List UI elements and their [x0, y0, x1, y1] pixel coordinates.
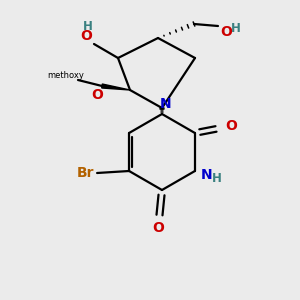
Text: O: O [80, 29, 92, 43]
Text: O: O [152, 221, 164, 235]
Text: O: O [91, 88, 103, 102]
Text: N: N [160, 97, 172, 111]
Text: Br: Br [76, 166, 94, 180]
Text: H: H [212, 172, 222, 185]
Text: O: O [225, 119, 237, 133]
Text: methoxy: methoxy [48, 71, 84, 80]
Text: O: O [220, 25, 232, 39]
Polygon shape [102, 84, 130, 90]
Text: N: N [201, 168, 213, 182]
Text: H: H [83, 20, 93, 32]
Text: H: H [231, 22, 241, 34]
